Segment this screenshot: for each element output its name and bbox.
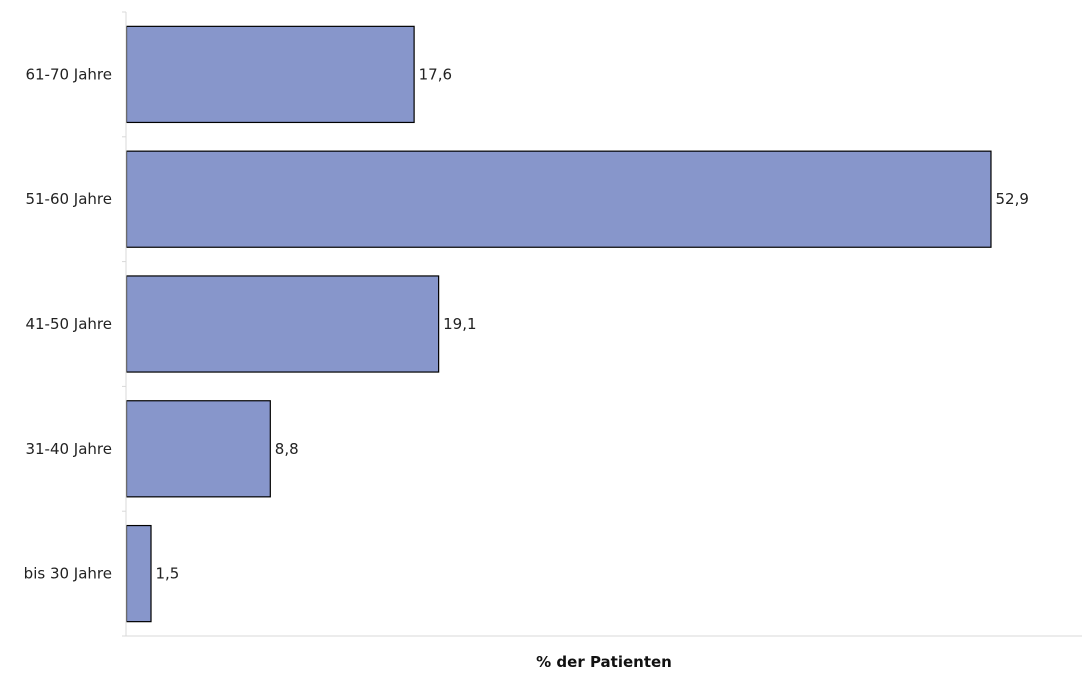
bar — [125, 400, 271, 498]
category-label: 31-40 Jahre — [25, 440, 112, 458]
bar — [125, 25, 415, 124]
category-label: 41-50 Jahre — [25, 315, 112, 333]
category-label: 51-60 Jahre — [25, 190, 112, 208]
bar-value-label: 8,8 — [275, 440, 299, 458]
bar — [125, 150, 992, 248]
bar — [125, 524, 152, 623]
category-label: 61-70 Jahre — [25, 65, 112, 83]
bars-group — [125, 25, 992, 623]
bar-value-label: 1,5 — [156, 565, 180, 583]
y-axis-ticks — [122, 11, 126, 637]
category-labels-group: 61-70 Jahre 51-60 Jahre 41-50 Jahre 31-40 J… — [24, 65, 112, 582]
bar-value-label: 52,9 — [995, 190, 1028, 208]
bar-value-label: 19,1 — [443, 315, 476, 333]
x-axis-title: % der Patienten — [536, 653, 672, 671]
category-label: bis 30 Jahre — [24, 565, 112, 583]
value-labels-group: 17,6 52,9 19,1 8,8 1,5 — [156, 65, 1029, 582]
bar — [125, 275, 440, 373]
bar-value-label: 17,6 — [419, 65, 452, 83]
